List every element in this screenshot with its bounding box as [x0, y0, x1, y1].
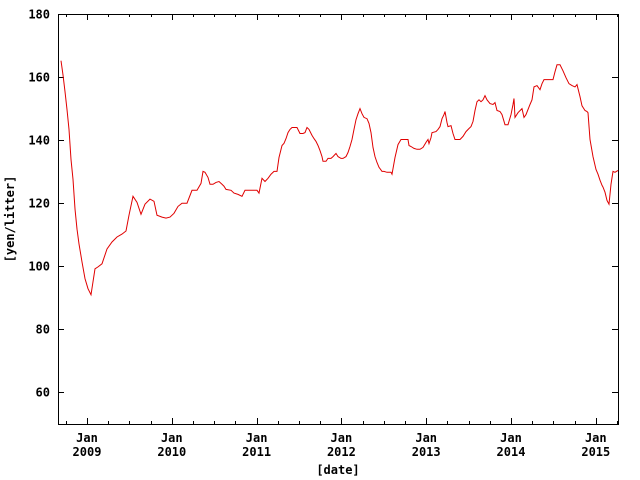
x-tick-month: Jan — [246, 431, 268, 445]
y-tick-label: 180 — [28, 8, 50, 22]
y-tick-label: 100 — [28, 260, 50, 274]
x-axis-label: [date] — [316, 463, 359, 477]
x-tick-year: 2014 — [497, 445, 526, 459]
x-tick-year: 2012 — [327, 445, 356, 459]
x-tick-year: 2013 — [412, 445, 441, 459]
x-tick-year: 2009 — [73, 445, 102, 459]
x-tick-month: Jan — [331, 431, 353, 445]
y-tick-label: 60 — [36, 386, 50, 400]
x-axis-tick-labels: Jan2009Jan2010Jan2011Jan2012Jan2013Jan20… — [73, 431, 611, 459]
price-line — [60, 60, 619, 297]
y-tick-label: 120 — [28, 197, 50, 211]
plot-frame — [58, 14, 619, 425]
x-tick-year: 2010 — [157, 445, 186, 459]
x-tick-month: Jan — [585, 431, 607, 445]
x-tick-month: Jan — [161, 431, 183, 445]
x-tick-year: 2011 — [242, 445, 271, 459]
x-tick-month: Jan — [76, 431, 98, 445]
axis-ticks — [58, 14, 618, 424]
y-tick-label: 160 — [28, 71, 50, 85]
y-axis-tick-labels: 60 80 100 120 140 160 180 — [28, 8, 50, 400]
x-tick-month: Jan — [500, 431, 522, 445]
x-tick-month: Jan — [415, 431, 437, 445]
y-tick-label: 80 — [36, 323, 50, 337]
x-tick-year: 2015 — [581, 445, 610, 459]
y-axis-label: [yen/litter] — [3, 176, 17, 263]
y-tick-label: 140 — [28, 134, 50, 148]
